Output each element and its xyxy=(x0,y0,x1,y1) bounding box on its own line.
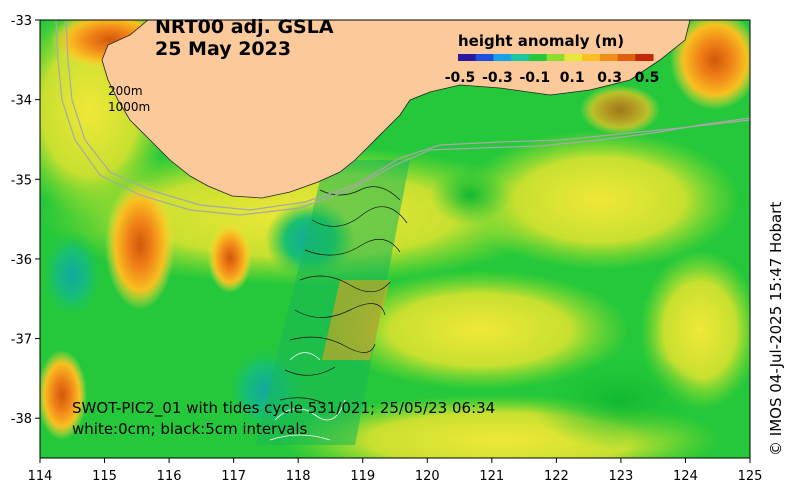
isobath-label-200m: 200m xyxy=(108,84,143,98)
map-title: NRT00 adj. GSLA xyxy=(155,16,334,38)
colorbar-tick-label: -0.5 xyxy=(445,70,476,86)
green-eddy-se xyxy=(530,350,710,450)
colorbar-swatch xyxy=(617,54,636,61)
x-tick-label: 125 xyxy=(738,469,763,484)
warm-eddy-small xyxy=(208,223,252,293)
colorbar xyxy=(458,54,654,61)
x-tick-label: 123 xyxy=(608,469,633,484)
plot-frame xyxy=(39,19,751,459)
anomaly-yellow-central xyxy=(330,270,630,390)
y-tick-label: -35 xyxy=(11,173,32,188)
x-tick-label: 122 xyxy=(544,469,569,484)
y-tick-label: -33 xyxy=(11,14,32,29)
y-tick-label: -36 xyxy=(11,253,32,268)
x-tick-label: 121 xyxy=(479,469,504,484)
anomaly-yellow-east xyxy=(460,130,740,270)
warm-eddy-main xyxy=(105,180,175,310)
colorbar-swatch xyxy=(511,54,530,61)
green-eddy-east xyxy=(430,165,510,225)
colorbar-swatch xyxy=(546,54,565,61)
y-tick-label: -37 xyxy=(11,333,32,348)
anomaly-field xyxy=(40,20,750,458)
x-tick-label: 119 xyxy=(350,469,375,484)
isobath-1000m xyxy=(65,20,750,211)
colorbar-swatch xyxy=(635,54,654,61)
coastline xyxy=(101,20,691,199)
colorbar-tick-label: -0.3 xyxy=(482,70,513,86)
warm-eddy-ne xyxy=(670,20,750,110)
colorbar-swatch xyxy=(528,54,548,61)
colorbar-title: height anomaly (m) xyxy=(458,32,624,50)
isobath-label-1000m: 1000m xyxy=(108,100,150,114)
colorbar-swatch xyxy=(458,54,477,61)
swot-contours xyxy=(279,186,408,405)
swot-legend: white:0cm; black:5cm intervals xyxy=(72,420,308,438)
x-tick-label: 117 xyxy=(221,469,246,484)
map-date: 25 May 2023 xyxy=(155,38,291,60)
colorbar-tick-label: 0.1 xyxy=(560,70,585,86)
x-tick-label: 115 xyxy=(92,469,117,484)
colorbar-tick-label: -0.1 xyxy=(519,70,550,86)
isobath-200m xyxy=(55,20,750,216)
swot-caption: SWOT-PIC2_01 with tides cycle 531/021; 2… xyxy=(72,399,495,418)
x-tick-label: 116 xyxy=(157,469,182,484)
y-tick-label: -38 xyxy=(11,412,32,427)
colorbar-swatch xyxy=(564,54,583,61)
x-tick-label: 118 xyxy=(286,469,311,484)
x-axis: 114 115 116 117 118 119 120 121 122 123 124 125 xyxy=(28,458,763,484)
colorbar-swatch xyxy=(475,54,494,61)
land-mass xyxy=(102,20,690,198)
swot-swath xyxy=(255,160,410,445)
swot-swath-warm xyxy=(322,280,390,360)
colorbar-swatch xyxy=(493,54,512,61)
warm-eddy-sw xyxy=(40,350,87,440)
colorbar-swatch xyxy=(582,54,601,61)
x-tick-label: 114 xyxy=(28,469,53,484)
y-axis: -33 -34 -35 -36 -37 -38 xyxy=(11,14,40,427)
colorbar-tick-label: 0.5 xyxy=(635,70,660,86)
y-tick-label: -34 xyxy=(11,94,32,109)
x-tick-label: 120 xyxy=(415,469,440,484)
colorbar-ticks: -0.5 -0.3 -0.1 0.1 0.3 0.5 xyxy=(445,70,660,86)
swot-zero-contours xyxy=(269,352,346,441)
colorbar-tick-label: 0.3 xyxy=(597,70,622,86)
cool-eddy-west xyxy=(40,230,104,320)
x-tick-label: 124 xyxy=(673,469,698,484)
credit-text: © IMOS 04-Jul-2025 15:47 Hobart xyxy=(767,202,785,456)
colorbar-swatch xyxy=(599,54,619,61)
warm-eddy-ne2 xyxy=(580,85,660,135)
